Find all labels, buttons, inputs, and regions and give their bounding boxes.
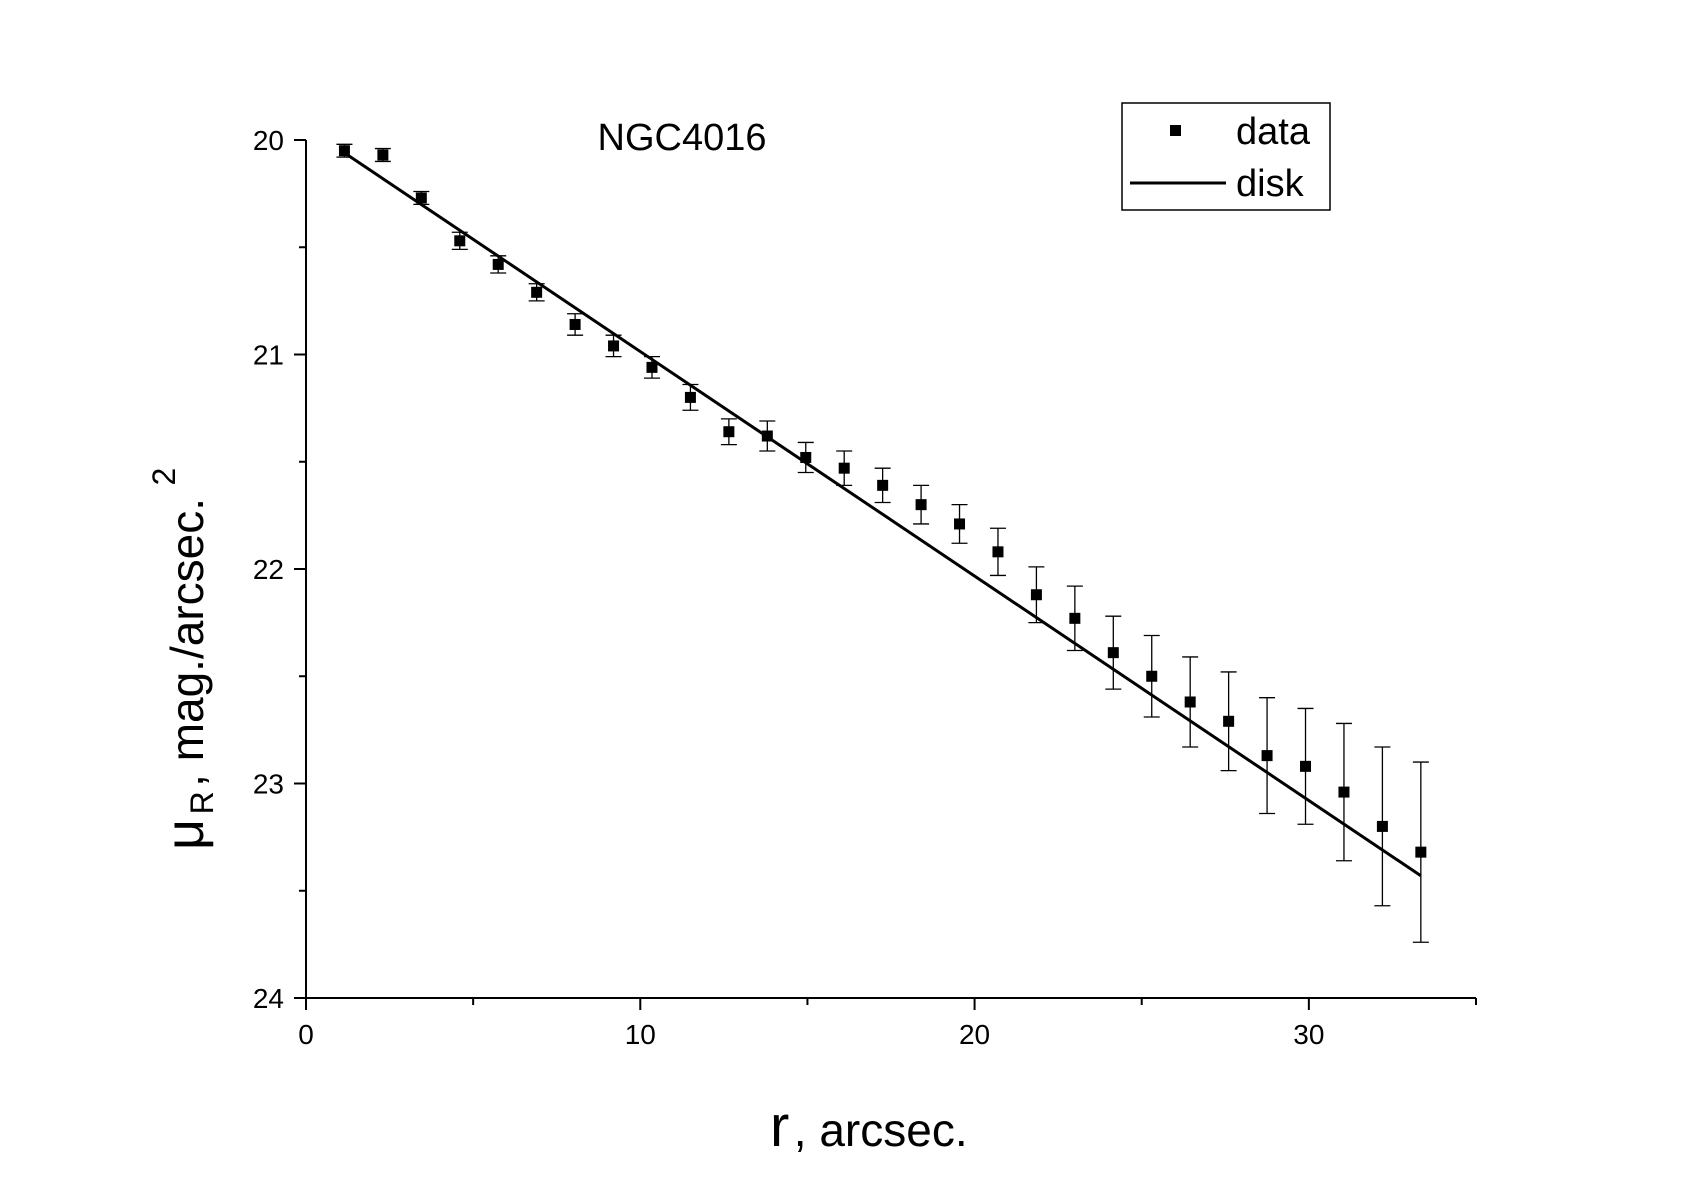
legend-label-data: data [1236, 111, 1311, 153]
data-marker [1376, 820, 1388, 832]
data-point [1259, 697, 1276, 815]
data-marker [569, 318, 581, 330]
data-point [1028, 566, 1045, 624]
data-marker [377, 149, 389, 161]
legend-box [1121, 102, 1331, 211]
data-marker [1184, 696, 1196, 708]
data-point [1220, 671, 1237, 772]
data-marker [1146, 670, 1158, 682]
data-marker [454, 235, 466, 247]
y-tick-label: 23 [253, 769, 284, 800]
data-point [759, 420, 776, 452]
data-point [413, 190, 430, 206]
data-marker [492, 258, 504, 270]
data-point [336, 143, 353, 158]
data-point [989, 527, 1006, 577]
y-axis-label-text: , mag./arcsec. [161, 498, 213, 787]
data-marker [531, 286, 543, 298]
y-axis-label-subscript: R [184, 791, 220, 814]
data-point [490, 255, 507, 274]
data-marker [338, 145, 350, 157]
legend-marker-data [1170, 125, 1181, 136]
data-point [1143, 634, 1160, 718]
data-marker [646, 361, 658, 373]
data-marker [761, 430, 773, 442]
data-marker [1261, 750, 1273, 762]
data-marker [1223, 715, 1235, 727]
data-point [1412, 761, 1429, 943]
data-point [1335, 722, 1352, 862]
legend: data disk [1121, 102, 1331, 211]
x-axis-label-text: , arcsec. [794, 1104, 968, 1156]
x-tick-label: 0 [298, 1019, 314, 1050]
y-tick-label: 24 [253, 983, 284, 1014]
x-tick-label: 30 [1293, 1019, 1324, 1050]
data-marker [415, 192, 427, 204]
data-point [1182, 656, 1199, 748]
data-marker [992, 546, 1004, 558]
data-point [913, 484, 930, 525]
data-marker [954, 518, 966, 530]
data-marker [1300, 760, 1312, 772]
x-tick-label: 20 [959, 1019, 990, 1050]
y-axis-label-superscript: 2 [146, 468, 182, 486]
y-tick-label: 21 [253, 340, 284, 371]
data-point [951, 503, 968, 544]
data-marker [1069, 612, 1081, 624]
data-point [682, 383, 699, 411]
data-point [1105, 615, 1122, 690]
disk-line [343, 151, 1422, 877]
data-point [1374, 746, 1391, 907]
data-marker [915, 499, 927, 511]
data-point [643, 355, 660, 379]
data-point [451, 231, 468, 251]
data-point [836, 450, 853, 486]
data-marker [1415, 846, 1427, 858]
data-point [1066, 585, 1083, 652]
y-tick-label: 20 [253, 125, 284, 156]
data-point [374, 147, 391, 163]
data-marker [800, 451, 812, 463]
plot-marks [336, 143, 1429, 943]
data-point [797, 441, 814, 474]
data-marker [877, 479, 889, 491]
data-marker [684, 391, 696, 403]
y-tick-label: 22 [253, 554, 284, 585]
axes: 0 10 20 30 20 21 22 23 24 [253, 125, 1477, 1050]
legend-label-disk: disk [1236, 163, 1305, 205]
y-axis-label-symbol: μ [155, 819, 215, 850]
data-point [605, 334, 622, 358]
data-point [874, 467, 891, 504]
x-axis-label-symbol: r [770, 1094, 789, 1159]
data-marker [1338, 786, 1350, 798]
chart-title: NGC4016 [598, 117, 767, 159]
data-marker [1030, 589, 1042, 601]
data-marker [838, 462, 850, 474]
data-marker [608, 340, 620, 352]
data-point [567, 313, 584, 336]
data-point [528, 283, 545, 302]
data-marker [1107, 647, 1119, 659]
x-tick-label: 10 [625, 1019, 656, 1050]
y-axis-label: μ R , mag./arcsec. 2 [146, 468, 220, 850]
data-point [720, 418, 737, 446]
data-point [1297, 707, 1314, 825]
x-axis-label: r , arcsec. [770, 1094, 968, 1159]
data-marker [723, 426, 735, 438]
